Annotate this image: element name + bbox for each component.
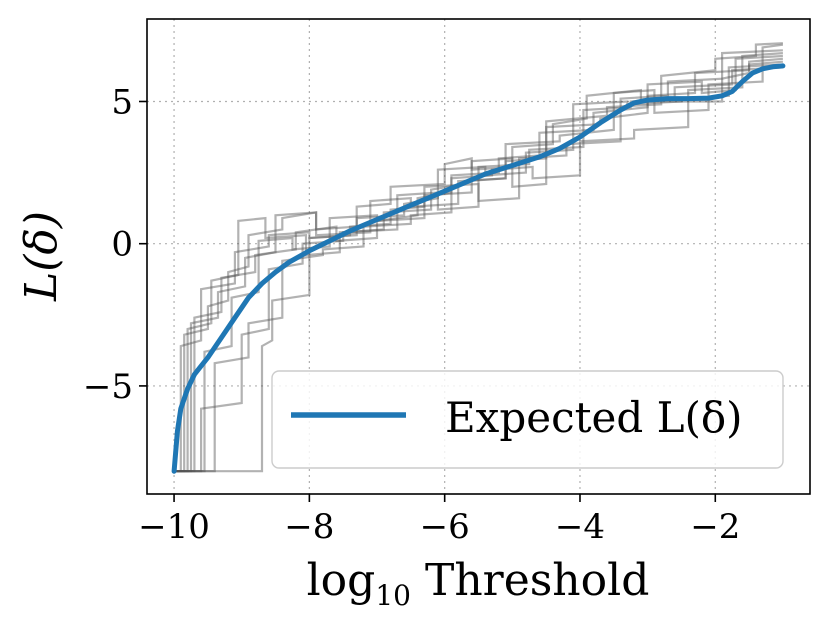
plot-frame bbox=[146, 18, 811, 495]
expected-series-line bbox=[171, 63, 786, 474]
expected-line-layer bbox=[171, 63, 786, 474]
legend: Expected L(δ) bbox=[271, 370, 784, 469]
x-tick-label-4: −2 bbox=[690, 507, 740, 547]
x-tick-label-1: −8 bbox=[284, 507, 334, 547]
sample-series-line-7 bbox=[174, 43, 784, 473]
x-tick-label-3: −4 bbox=[555, 507, 605, 547]
x-tick-label-2: −6 bbox=[420, 507, 470, 547]
sample-series-line-1 bbox=[174, 60, 783, 473]
y-tick-label-2: 5 bbox=[111, 82, 133, 122]
tick-layer: −10 −8 −6 −4 −2 −5 0 5 bbox=[83, 82, 740, 547]
y-tick-label-1: 0 bbox=[111, 225, 133, 265]
legend-box bbox=[271, 370, 784, 469]
y-axis-label: L(δ) bbox=[16, 211, 67, 302]
legend-label-expected: Expected L(δ) bbox=[445, 393, 743, 442]
sample-series-line-3 bbox=[174, 42, 783, 473]
sample-series-line-5 bbox=[174, 49, 783, 473]
x-axis-label: log10 Threshold bbox=[307, 555, 650, 612]
sample-series-line-6 bbox=[174, 52, 783, 473]
y-tick-label-0: −5 bbox=[83, 367, 133, 407]
x-tick-label-0: −10 bbox=[138, 507, 210, 547]
